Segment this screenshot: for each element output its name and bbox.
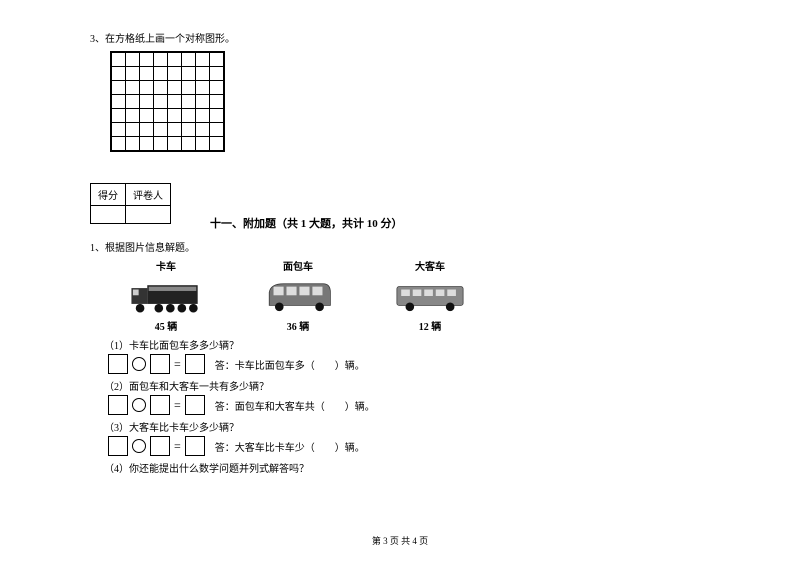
question-1-label: 1、根据图片信息解题。 [90, 239, 710, 254]
vehicle-count: 45 辆 [155, 318, 178, 333]
vehicle-count: 36 辆 [287, 318, 310, 333]
result-box [185, 395, 205, 415]
answer-text: 答：面包车和大客车共（ ）辆。 [215, 398, 375, 413]
operator-circle [132, 357, 146, 371]
van-icon [262, 277, 334, 315]
answer-text: 答：大客车比卡车少（ ）辆。 [215, 439, 365, 454]
result-box [185, 436, 205, 456]
operand-box [108, 354, 128, 374]
operator-circle [132, 398, 146, 412]
vehicle-name: 大客车 [415, 258, 445, 273]
sub-question-1: （1）卡车比面包车多多少辆？ [104, 337, 710, 352]
result-box [185, 354, 205, 374]
operand-box [108, 436, 128, 456]
vehicle-van: 面包车 36 辆 [262, 258, 334, 333]
score-grader-box: 得分 评卷人 [90, 183, 171, 224]
bus-icon [394, 277, 466, 315]
score-label: 得分 [91, 184, 126, 206]
operand-box [150, 395, 170, 415]
truck-icon [130, 277, 202, 315]
vehicle-truck: 卡车 45 辆 [130, 258, 202, 333]
page-footer: 第 3 页 共 4 页 [0, 534, 800, 547]
grid-paper [110, 51, 225, 152]
operand-box [150, 436, 170, 456]
answer-text: 答：卡车比面包车多（ ）辆。 [215, 357, 365, 372]
section-title: 十一、附加题（共 1 大题，共计 10 分） [210, 215, 710, 231]
question-3-label: 3、在方格纸上画一个对称图形。 [90, 30, 710, 45]
equals-sign: = [174, 398, 181, 413]
vehicle-bus: 大客车 12 辆 [394, 258, 466, 333]
score-cell [91, 206, 126, 224]
vehicle-count: 12 辆 [419, 318, 442, 333]
grader-cell [126, 206, 171, 224]
vehicles-row: 卡车 45 辆 面包车 36 辆 大客车 [130, 258, 710, 333]
operand-box [150, 354, 170, 374]
equation-row: = 答：大客车比卡车少（ ）辆。 [108, 436, 710, 456]
vehicle-name: 面包车 [283, 258, 313, 273]
equals-sign: = [174, 357, 181, 372]
grader-label: 评卷人 [126, 184, 171, 206]
sub-question-2: （2）面包车和大客车一共有多少辆？ [104, 378, 710, 393]
grid-table [111, 52, 224, 151]
sub-question-3: （3）大客车比卡车少多少辆？ [104, 419, 710, 434]
equation-row: = 答：卡车比面包车多（ ）辆。 [108, 354, 710, 374]
operator-circle [132, 439, 146, 453]
sub-question-4: （4）你还能提出什么数学问题并列式解答吗？ [104, 460, 710, 475]
equals-sign: = [174, 439, 181, 454]
operand-box [108, 395, 128, 415]
equation-row: = 答：面包车和大客车共（ ）辆。 [108, 395, 710, 415]
vehicle-name: 卡车 [156, 258, 176, 273]
